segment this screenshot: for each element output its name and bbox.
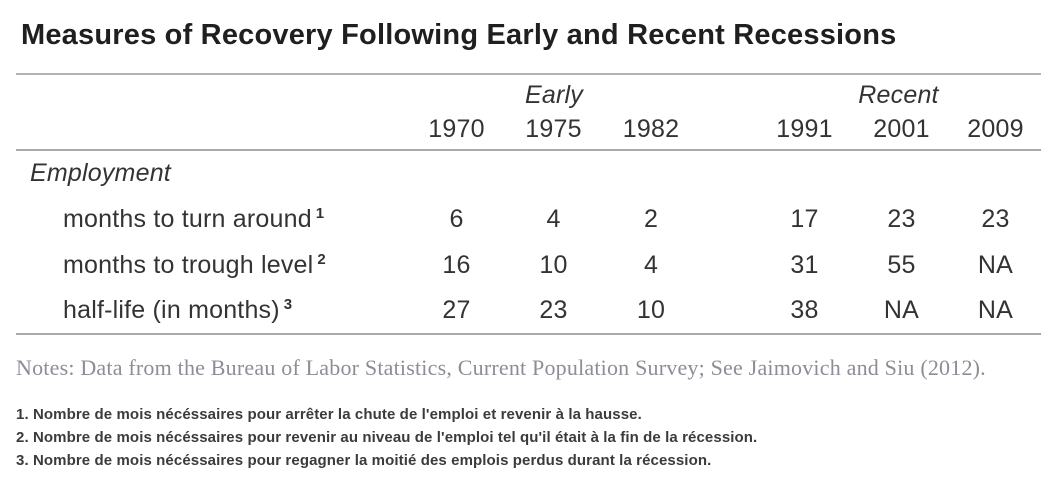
value-cell: 16 [442,250,471,279]
value-cell: 23 [539,296,568,324]
row-label-turn-around: months to turn around 1 [16,205,408,234]
section-label-employment: Employment [30,159,171,187]
table-bottom-rule [16,333,1041,335]
footnote-marker-2: 2 [317,250,326,268]
value-cell: 17 [790,204,819,233]
recovery-table: Early Recent 1970 1975 1982 1991 2001 20… [16,73,1041,335]
value-cell: 31 [790,250,819,279]
value-cell: 23 [981,204,1010,233]
row-label-text: months to turn around [63,204,312,233]
value-cell: 10 [636,296,666,324]
source-notes: Notes: Data from the Bureau of Labor Sta… [16,355,986,380]
value-cell: 10 [539,250,568,279]
year-header-2009: 2009 [967,115,1024,143]
value-cell: 55 [887,250,916,279]
value-cell: 38 [790,296,819,324]
footnote-1: 1. Nombre de mois nécéssaires pour arrêt… [16,406,642,423]
figure-title: Measures of Recovery Following Early and… [21,19,897,51]
value-cell: 4 [643,250,659,279]
value-cell: 27 [442,296,471,324]
row-label-text: months to trough level [63,250,314,279]
footnote-marker-1: 1 [315,204,325,222]
footnotes-block: 1. Nombre de mois nécéssaires pour arrêt… [16,403,1049,472]
year-header-1991: 1991 [776,115,833,143]
column-group-early-label: Early [525,81,583,109]
year-header-1970: 1970 [428,115,485,143]
table-header: Early Recent 1970 1975 1982 1991 2001 20… [16,75,1041,149]
value-cell: 2 [643,204,659,233]
value-cell: 4 [546,204,561,233]
table-header-rule [16,149,1041,151]
year-header-1975: 1975 [525,115,582,143]
value-cell: NA [977,296,1014,324]
row-label-half-life: half-life (in months) 3 [16,296,408,325]
row-label-trough-level: months to trough level 2 [16,251,408,280]
value-cell: 6 [449,204,464,233]
table-body: Employment months to turn around 1 6 4 2 … [16,151,1041,333]
column-group-recent-label: Recent [858,81,939,109]
value-cell: NA [883,296,920,324]
row-label-text: half-life (in months) [63,296,280,324]
year-header-2001: 2001 [873,115,930,143]
footnote-2: 2. Nombre de mois nécéssaires pour reven… [16,429,758,446]
value-cell: NA [977,250,1014,279]
footnote-3: 3. Nombre de mois nécéssaires pour regag… [16,452,712,469]
footnote-marker-3: 3 [283,296,293,313]
table-top-rule [16,73,1041,75]
year-header-1982: 1982 [622,115,680,143]
value-cell: 23 [887,204,916,233]
